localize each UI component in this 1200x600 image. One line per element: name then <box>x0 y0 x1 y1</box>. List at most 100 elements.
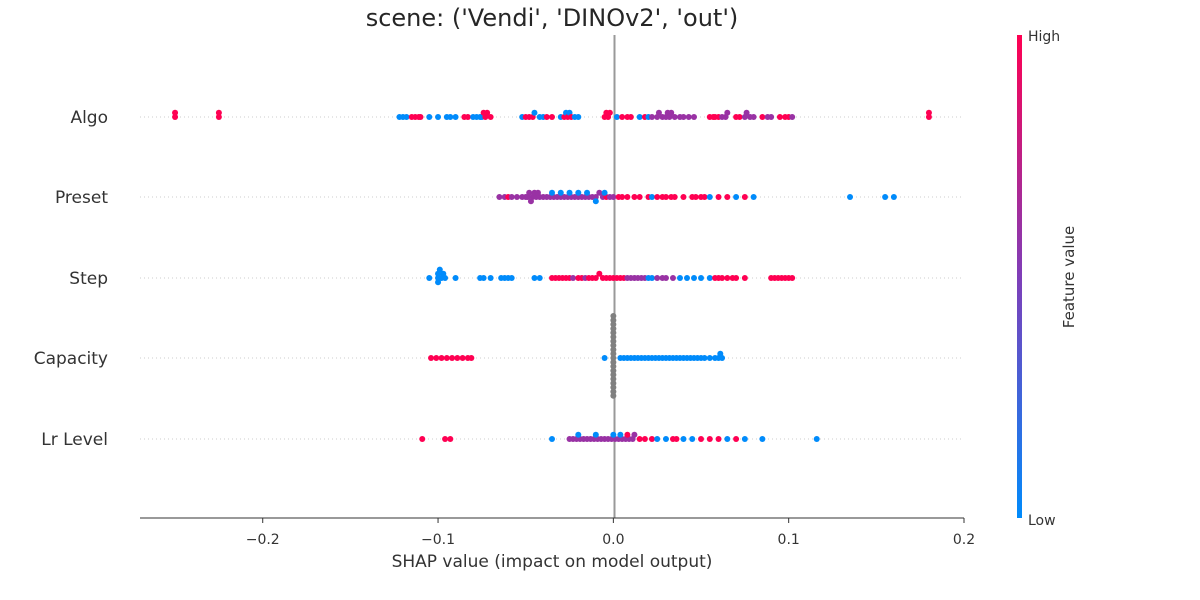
feature-label: Capacity <box>34 349 108 369</box>
shap-point <box>508 275 515 281</box>
shap-point <box>676 275 683 281</box>
shap-point <box>610 384 617 391</box>
shap-point <box>706 355 713 361</box>
shap-point <box>172 114 179 120</box>
x-axis-ticks: −0.2 −0.1 0.0 0.1 0.2 <box>246 518 975 548</box>
shap-point <box>680 194 687 200</box>
shap-point <box>606 109 613 116</box>
shap-point <box>403 114 410 120</box>
shap-point <box>610 313 617 319</box>
shap-point <box>435 114 442 120</box>
shap-point <box>689 436 696 442</box>
shap-point <box>592 275 599 281</box>
shap-point <box>736 114 743 120</box>
shap-point <box>680 436 687 442</box>
shap-point <box>706 275 713 281</box>
shap-point <box>698 436 705 442</box>
shap-point <box>698 275 705 281</box>
shap-point <box>789 275 796 281</box>
shap-point <box>172 109 179 116</box>
shap-point <box>442 436 449 442</box>
shap-point <box>724 194 731 200</box>
feature-label: Algo <box>70 108 108 128</box>
shap-point <box>436 266 443 273</box>
shap-point <box>566 189 573 196</box>
shap-point <box>596 270 603 277</box>
shap-point <box>447 114 454 120</box>
shap-point <box>741 275 748 281</box>
shap-point <box>624 431 631 438</box>
shap-point <box>452 275 459 281</box>
shap-point <box>531 275 538 281</box>
shap-point <box>768 114 775 120</box>
shap-point <box>631 431 638 438</box>
shap-point <box>685 114 692 120</box>
shap-point <box>428 355 435 361</box>
shap-point <box>531 109 538 116</box>
shap-point <box>442 275 449 281</box>
shap-point <box>733 275 740 281</box>
shap-point <box>715 194 722 200</box>
shap-point <box>662 194 669 200</box>
points-layer <box>172 109 932 442</box>
shap-point <box>443 355 450 361</box>
shap-point <box>617 431 624 438</box>
shap-point <box>706 436 713 442</box>
shap-point <box>549 436 555 442</box>
shap-point <box>610 355 617 361</box>
shap-point <box>592 198 599 205</box>
shap-point <box>570 275 577 281</box>
shap-point <box>610 342 617 349</box>
shap-point <box>719 355 726 361</box>
shap-point <box>680 114 687 120</box>
feature-label: Lr Level <box>41 430 108 450</box>
shap-point <box>636 436 643 442</box>
shap-point <box>759 436 766 442</box>
shap-point <box>575 189 582 196</box>
shap-point <box>627 114 634 120</box>
colorbar-low-label: Low <box>1028 513 1056 529</box>
colorbar-title: Feature value <box>1060 226 1078 328</box>
shap-point <box>610 431 617 438</box>
shap-point <box>449 355 456 361</box>
shap-point <box>433 355 440 361</box>
shap-point <box>610 350 617 357</box>
shap-point <box>669 275 676 281</box>
shap-point <box>662 275 669 281</box>
shap-point <box>692 194 699 200</box>
shap-point <box>701 194 708 200</box>
shap-point <box>613 114 620 120</box>
shap-point <box>724 109 731 116</box>
shap-point <box>610 334 617 340</box>
shap-point <box>215 114 222 120</box>
shap-point <box>610 388 617 395</box>
chart-title: scene: ('Vendi', 'DINOv2', 'out') <box>366 4 739 32</box>
shap-point <box>484 109 491 116</box>
shap-point <box>610 321 617 328</box>
shap-point <box>480 275 487 281</box>
shap-point <box>215 109 222 116</box>
shap-point <box>671 194 678 200</box>
shap-point <box>701 355 708 361</box>
shap-point <box>882 194 889 200</box>
shap-point <box>619 194 626 200</box>
shap-point <box>715 436 722 442</box>
shap-point <box>610 371 617 378</box>
shap-point <box>610 380 617 387</box>
shap-point <box>601 189 608 196</box>
shap-point <box>684 275 690 281</box>
shap-point <box>743 109 750 116</box>
shap-point <box>487 114 494 120</box>
shap-point <box>526 189 533 196</box>
shap-point <box>592 194 599 200</box>
shap-point <box>813 436 820 442</box>
shap-point <box>464 114 471 120</box>
feature-label: Step <box>69 269 108 289</box>
colorbar-high-label: High <box>1028 29 1060 45</box>
shap-point <box>741 436 748 442</box>
shap-point <box>610 329 617 336</box>
x-tick-label: −0.1 <box>421 532 455 548</box>
shap-point <box>636 194 643 200</box>
shap-point <box>671 114 678 120</box>
